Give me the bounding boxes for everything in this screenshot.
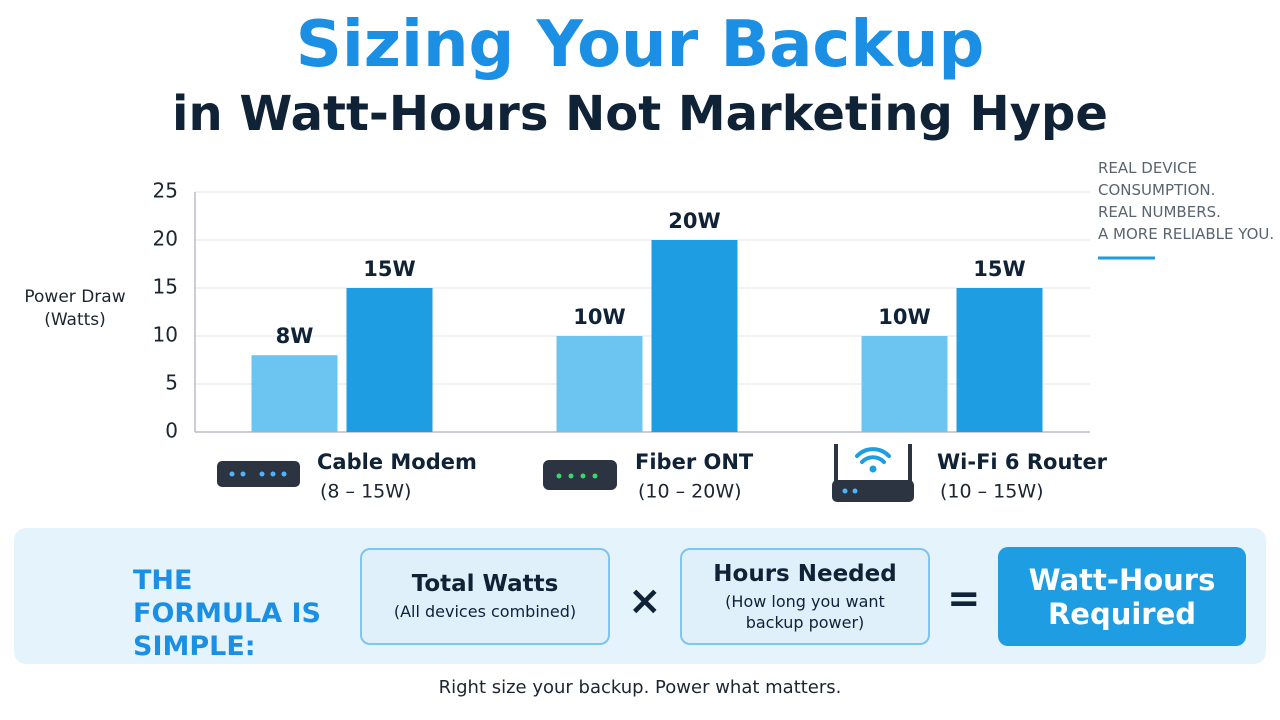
category-note: (10 – 20W) (638, 481, 742, 503)
subtitle: in Watt-Hours Not Marketing Hype (172, 86, 1108, 142)
term-note: (All devices combined) (393, 602, 577, 621)
category-label: Cable Modem (317, 450, 477, 474)
router-icon (832, 444, 914, 502)
bar (651, 240, 738, 432)
y-tick-label: 5 (165, 371, 178, 395)
category-label: Wi-Fi 6 Router (937, 450, 1108, 474)
formula-term: Hours Needed (How long you want backup p… (680, 548, 930, 645)
side-note: REAL DEVICE CONSUMPTION. REAL NUMBERS. A… (1098, 157, 1274, 245)
value-label: 10W (878, 305, 930, 329)
bar (556, 336, 643, 432)
bar (251, 355, 338, 432)
bar (861, 336, 948, 432)
value-label: 20W (668, 209, 720, 233)
value-label: 15W (363, 257, 415, 281)
ont-icon (543, 460, 617, 490)
title: Sizing Your Backup (295, 8, 985, 82)
value-label: 15W (973, 257, 1025, 281)
y-tick-label: 10 (153, 323, 178, 347)
term-note: (How long you want backup power) (725, 591, 885, 632)
footer: Right size your backup. Power what matte… (438, 677, 842, 698)
y-tick-label: 25 (153, 179, 178, 203)
operator: × (628, 578, 662, 624)
value-label: 8W (276, 324, 314, 348)
formula-heading: THE FORMULA IS SIMPLE: (133, 565, 321, 662)
category-note: (8 – 15W) (320, 481, 411, 503)
bar (346, 288, 433, 432)
y-tick-label: 0 (165, 419, 178, 443)
term-title: Total Watts (411, 571, 559, 597)
modem-icon (217, 461, 300, 487)
y-tick-label: 15 (153, 275, 178, 299)
side-note-line: CONSUMPTION. (1098, 181, 1216, 199)
value-label: 10W (573, 305, 625, 329)
side-note-line: REAL NUMBERS. (1098, 203, 1221, 221)
formula-term: Total Watts (All devices combined) (360, 548, 610, 645)
term-title: Hours Needed (713, 560, 897, 587)
bar (956, 288, 1043, 432)
y-tick-label: 20 (153, 227, 178, 251)
y-axis-label: Power Draw (Watts) (24, 287, 126, 330)
category-note: (10 – 15W) (940, 481, 1044, 503)
side-note-line: REAL DEVICE (1098, 159, 1197, 177)
formula-result: Watt-Hours Required (998, 547, 1246, 646)
category-label: Fiber ONT (635, 450, 754, 474)
side-note-line: A MORE RELIABLE YOU. (1098, 225, 1275, 243)
operator: = (947, 576, 981, 622)
